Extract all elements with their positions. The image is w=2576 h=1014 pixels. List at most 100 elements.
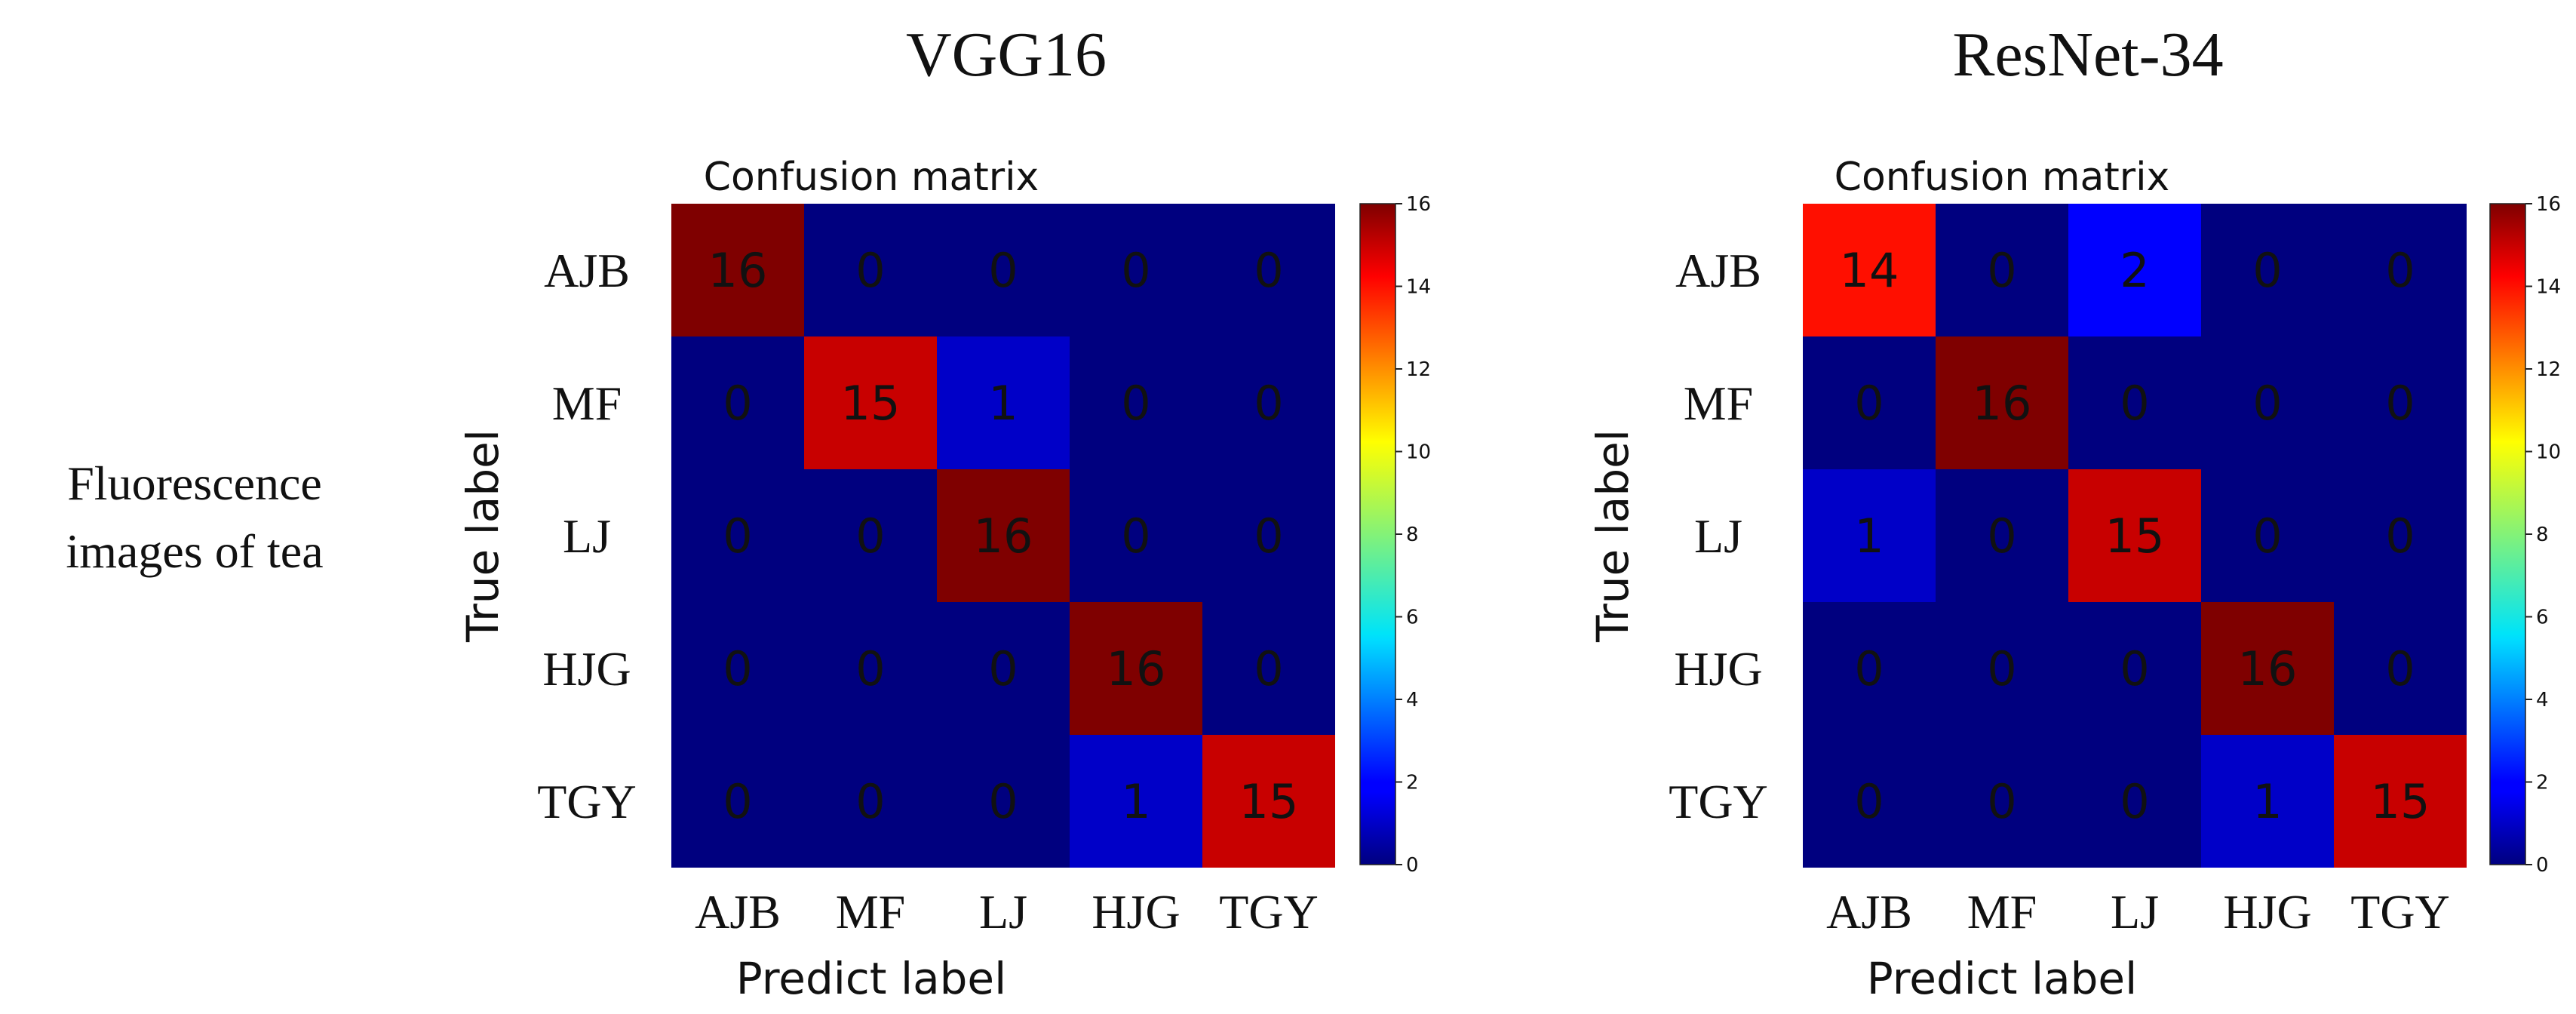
- cell-value: 2: [2120, 243, 2149, 298]
- cell-value: 16: [708, 243, 768, 298]
- cell-value: 0: [988, 641, 1018, 696]
- matrix-cell: [1070, 336, 1202, 469]
- colorbar-tick-label: 8: [2536, 524, 2549, 546]
- matrix-cells: 16 0 0 0 0 0 15 1 0 0 0 0 16 0 0 0 0 0 16 0 0 0 0 1 15: [671, 204, 1335, 868]
- cell-value: 0: [1254, 376, 1283, 431]
- matrix-cell: [1070, 735, 1202, 868]
- matrix-cell: [1936, 602, 2068, 735]
- cell-value: 0: [1121, 376, 1150, 431]
- matrix-cell: [2068, 735, 2201, 868]
- cell-value: 0: [1987, 509, 2016, 564]
- cell-value: 0: [1121, 243, 1150, 298]
- cell-value: 15: [2105, 509, 2165, 564]
- matrix-cell: [1202, 602, 1335, 735]
- colorbar-gradient: [2489, 203, 2526, 865]
- matrix-cell: [1936, 735, 2068, 868]
- model-title-vgg16: VGG16: [906, 20, 1107, 90]
- matrix-cell: [937, 204, 1070, 336]
- matrix-cell: [1070, 469, 1202, 602]
- cell-value: 14: [1840, 243, 1899, 298]
- cell-value: 0: [2120, 376, 2149, 431]
- cell-value: 0: [723, 774, 752, 829]
- x-tick-label: TGY: [1219, 885, 1319, 939]
- cell-value: 0: [2120, 641, 2149, 696]
- cell-value: 16: [2238, 641, 2298, 696]
- colorbar-tick-label: 16: [1406, 193, 1431, 216]
- matrix-cell: [2201, 336, 2334, 469]
- y-tick-label: HJG: [1674, 642, 1762, 696]
- matrix-cell: [2068, 336, 2201, 469]
- colorbar-tick-label: 12: [2536, 358, 2561, 381]
- matrix-cell: [1202, 204, 1335, 336]
- matrix-cell: [1936, 469, 2068, 602]
- cell-value: 0: [723, 376, 752, 431]
- y-tick-labels: AJB MF LJ HJG TGY: [1669, 244, 1768, 828]
- cell-value: 16: [1107, 641, 1166, 696]
- matrix-cell: [937, 336, 1070, 469]
- y-tick-label: TGY: [1669, 775, 1768, 828]
- y-tick-label: AJB: [1675, 244, 1761, 297]
- colorbar-tick-label: 0: [2536, 854, 2549, 877]
- matrix-cell: [2334, 602, 2467, 735]
- matrix-cell: [2068, 602, 2201, 735]
- x-tick-label: MF: [1967, 885, 2037, 939]
- matrix-cell: [671, 469, 804, 602]
- colorbar-tick-label: 2: [1406, 772, 1419, 794]
- colorbar-tick-label: 10: [1406, 441, 1431, 464]
- row-label-line2: images of tea: [66, 524, 323, 578]
- cell-value: 0: [2385, 376, 2415, 431]
- cell-value: 0: [2252, 509, 2282, 564]
- cell-value: 1: [2252, 774, 2282, 829]
- colorbar: 0 2 4 6 8 10 12 14 16: [2489, 193, 2561, 877]
- colorbar-tick-label: 6: [1406, 607, 1419, 629]
- colorbar-tick-label: 12: [1406, 358, 1431, 381]
- cell-value: 0: [1987, 243, 2016, 298]
- matrix-cell: [671, 602, 804, 735]
- cell-value: 0: [723, 641, 752, 696]
- cell-value: 1: [988, 376, 1018, 431]
- matrix-cell: [671, 735, 804, 868]
- y-tick-label: AJB: [544, 244, 630, 297]
- cell-value: 0: [988, 243, 1018, 298]
- confusion-matrix-title: Confusion matrix: [704, 155, 1039, 200]
- y-tick-label: LJ: [563, 509, 611, 563]
- matrix-cell: [2201, 469, 2334, 602]
- cell-value: 1: [1121, 774, 1150, 829]
- matrix-cell: [1936, 204, 2068, 336]
- matrix-cell: [1803, 336, 1936, 469]
- colorbar-tick-label: 16: [2536, 193, 2561, 216]
- x-tick-label: LJ: [2111, 885, 2159, 939]
- colorbar-gradient: [1359, 203, 1396, 865]
- y-tick-label: LJ: [1694, 509, 1742, 563]
- colorbar-tick-label: 8: [1406, 524, 1419, 546]
- matrix-cell: [1202, 469, 1335, 602]
- matrix-cell: [2068, 469, 2201, 602]
- cell-value: 0: [723, 509, 752, 564]
- matrix-cell: [937, 602, 1070, 735]
- matrix-cell: [2201, 735, 2334, 868]
- matrix-cell: [2334, 204, 2467, 336]
- cell-value: 0: [2120, 774, 2149, 829]
- matrix-cell: [1936, 336, 2068, 469]
- matrix-cell: [937, 735, 1070, 868]
- colorbar-tick-label: 6: [2536, 607, 2549, 629]
- vgg16-panel: VGG16 Confusion matrix True label Predic…: [457, 20, 1431, 1004]
- y-tick-label: HJG: [542, 642, 631, 696]
- cell-value: 1: [1854, 509, 1884, 564]
- y-tick-label: MF: [552, 376, 622, 430]
- matrix-cells: 14 0 2 0 0 0 16 0 0 0 1 0 15 0 0 0 0 0 16 0 0 0 0 1 15: [1803, 204, 2467, 868]
- matrix-cell: [671, 204, 804, 336]
- cell-value: 0: [2385, 641, 2415, 696]
- matrix-cell: [937, 469, 1070, 602]
- matrix-cell: [2334, 336, 2467, 469]
- x-tick-label: HJG: [1091, 885, 1180, 939]
- cell-value: 0: [1987, 774, 2016, 829]
- matrix-cell: [1070, 204, 1202, 336]
- matrix-cell: [671, 336, 804, 469]
- x-tick-label: AJB: [1826, 885, 1912, 939]
- cell-value: 0: [1854, 774, 1884, 829]
- matrix-cell: [1202, 336, 1335, 469]
- cell-value: 16: [1973, 376, 2032, 431]
- matrix-cell: [1803, 204, 1936, 336]
